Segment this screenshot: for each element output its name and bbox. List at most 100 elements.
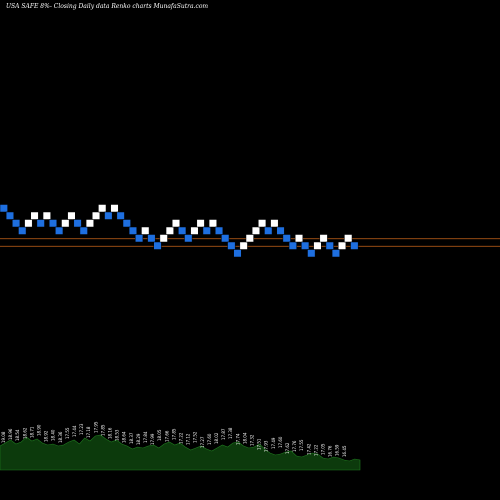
renko-brick-down bbox=[178, 226, 187, 235]
renko-brick-down bbox=[5, 211, 14, 220]
renko-brick-down bbox=[48, 219, 58, 228]
volume-label: 18.29 bbox=[136, 433, 141, 445]
volume-label: 18.96 bbox=[8, 428, 13, 440]
volume-label: 17.62 bbox=[285, 442, 290, 454]
volume-label: 19.08 bbox=[1, 431, 6, 443]
renko-brick-up bbox=[208, 219, 217, 228]
renko-brick-down bbox=[233, 249, 242, 258]
renko-brick-up bbox=[67, 211, 76, 220]
volume-label: 17.95 bbox=[93, 421, 98, 433]
volume-label: 18.54 bbox=[15, 429, 20, 441]
renko-brick-down bbox=[116, 211, 125, 220]
volume-label: 18.62 bbox=[22, 427, 27, 439]
renko-brick-up bbox=[159, 234, 168, 243]
volume-label: 18.05 bbox=[157, 429, 162, 441]
volume-label: 17.60 bbox=[278, 436, 283, 448]
renko-brick-down bbox=[122, 219, 131, 228]
renko-brick-down bbox=[18, 226, 27, 235]
renko-brick-down bbox=[282, 234, 291, 243]
renko-brick-down bbox=[215, 226, 224, 235]
volume-label: 18.71 bbox=[29, 426, 34, 438]
volume-label: 18.04 bbox=[242, 432, 247, 444]
renko-brick-down bbox=[221, 234, 230, 243]
renko-brick-up bbox=[85, 219, 94, 228]
renko-brick-down bbox=[36, 219, 45, 228]
renko-brick-up bbox=[190, 226, 199, 235]
volume-label: 16.76 bbox=[328, 445, 333, 457]
volume-label: 18.40 bbox=[51, 429, 56, 441]
chart-title: USA SAFE 8%- Closing Daily data Renko ch… bbox=[6, 3, 208, 10]
renko-brick-down bbox=[135, 234, 144, 243]
renko-brick-down bbox=[227, 241, 236, 250]
volume-area bbox=[0, 434, 361, 471]
volume-label: 17.42 bbox=[306, 443, 311, 455]
renko-brick-up bbox=[92, 211, 101, 220]
renko-brick-down bbox=[104, 211, 113, 220]
renko-brick-up bbox=[338, 241, 347, 250]
volume-label: 17.76 bbox=[292, 440, 297, 452]
renko-brick-down bbox=[128, 226, 137, 235]
volume-label: 17.38 bbox=[228, 427, 233, 439]
volume-label: 17.74 bbox=[235, 433, 240, 445]
volume-label: 17.85 bbox=[171, 428, 176, 440]
renko-brick-down bbox=[350, 241, 359, 250]
renko-brick-up bbox=[61, 219, 70, 228]
volume-label: 17.87 bbox=[221, 428, 226, 440]
volume-label: 17.27 bbox=[200, 436, 205, 448]
renko-brick-down bbox=[55, 226, 64, 235]
renko-brick-up bbox=[239, 241, 248, 250]
volume-label: 17.49 bbox=[271, 437, 276, 449]
renko-brick-up bbox=[30, 211, 39, 220]
renko-brick-up bbox=[294, 234, 304, 243]
volume-label: 17.93 bbox=[264, 440, 269, 452]
volume-label: 18.90 bbox=[37, 424, 42, 436]
volume-label: 17.84 bbox=[143, 431, 148, 443]
volume-label: 17.05 bbox=[321, 443, 326, 455]
renko-brick-down bbox=[301, 241, 310, 250]
volume-label: 18.37 bbox=[129, 432, 134, 444]
volume-label: 17.85 bbox=[100, 424, 105, 436]
renko-brick-up bbox=[270, 219, 279, 228]
volume-label: 17.18 bbox=[86, 426, 91, 438]
renko-brick-down bbox=[12, 219, 21, 228]
renko-brick-up bbox=[196, 219, 205, 228]
volume-label: 17.32 bbox=[250, 434, 255, 446]
volume-label: 17.66 bbox=[164, 430, 169, 442]
volume-label: 17.52 bbox=[193, 431, 198, 443]
renko-brick-down bbox=[147, 234, 156, 243]
renko-brick-down bbox=[0, 204, 8, 213]
renko-brick-down bbox=[153, 241, 162, 250]
volume-label: 17.22 bbox=[179, 432, 184, 444]
renko-brick-up bbox=[245, 234, 254, 243]
renko-brick-up bbox=[319, 234, 328, 243]
volume-label: 17.55 bbox=[65, 427, 70, 439]
volume-label: 16.45 bbox=[342, 445, 347, 457]
renko-brick-down bbox=[307, 249, 316, 258]
renko-brick-down bbox=[325, 241, 334, 250]
renko-brick-up bbox=[141, 226, 150, 235]
renko-brick-up bbox=[344, 234, 353, 243]
renko-brick-up bbox=[258, 219, 267, 228]
volume-label: 16.59 bbox=[335, 444, 340, 456]
renko-bricks bbox=[0, 204, 359, 258]
renko-brick-up bbox=[313, 241, 322, 250]
volume-label: 18.92 bbox=[44, 430, 49, 442]
renko-brick-up bbox=[251, 226, 260, 235]
renko-brick-down bbox=[276, 226, 285, 235]
renko-brick-down bbox=[73, 219, 82, 228]
renko-brick-up bbox=[98, 204, 107, 213]
renko-brick-down bbox=[331, 249, 340, 258]
volume-panel bbox=[0, 434, 361, 471]
renko-brick-up bbox=[42, 211, 51, 220]
renko-brick-down bbox=[184, 234, 193, 243]
volume-label: 17.60 bbox=[207, 433, 212, 445]
volume-label: 18.36 bbox=[58, 431, 63, 443]
volume-label: 18.02 bbox=[214, 432, 219, 444]
volume-label: 18.64 bbox=[122, 431, 127, 443]
volume-label: 17.51 bbox=[257, 438, 262, 450]
volume-label: 17.23 bbox=[79, 423, 84, 435]
volume-label: 18.53 bbox=[115, 429, 120, 441]
